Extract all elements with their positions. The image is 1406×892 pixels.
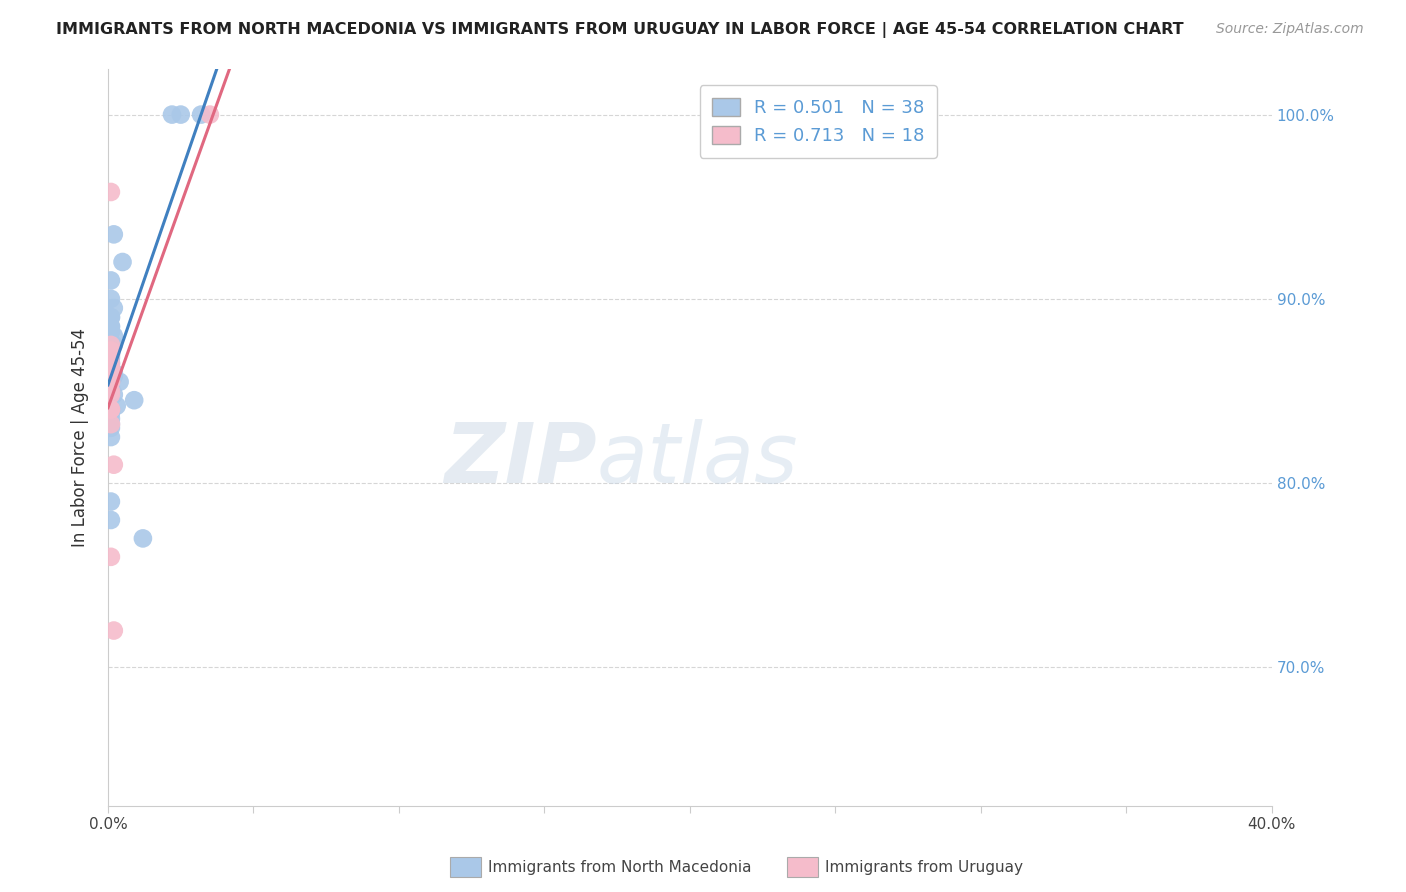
Point	[100, 356, 122, 370]
Point	[198, 107, 221, 121]
Point	[100, 417, 122, 432]
Text: Immigrants from Uruguay: Immigrants from Uruguay	[825, 860, 1024, 874]
Point	[103, 387, 125, 401]
Text: ZIP: ZIP	[444, 418, 596, 500]
Point	[100, 549, 122, 564]
Point	[100, 338, 122, 352]
Text: Immigrants from North Macedonia: Immigrants from North Macedonia	[488, 860, 751, 874]
Point	[100, 384, 122, 398]
Point	[100, 402, 122, 417]
Legend: R = 0.501   N = 38, R = 0.713   N = 18: R = 0.501 N = 38, R = 0.713 N = 18	[700, 85, 936, 158]
Point	[103, 624, 125, 638]
Point	[100, 356, 122, 370]
Point	[100, 375, 122, 389]
Point	[160, 107, 183, 121]
Point	[100, 421, 122, 435]
Point	[100, 319, 122, 334]
Point	[100, 375, 122, 389]
Text: atlas: atlas	[596, 418, 799, 500]
Point	[100, 362, 122, 376]
Point	[100, 347, 122, 361]
Point	[103, 328, 125, 343]
Point	[100, 343, 122, 358]
Point	[100, 325, 122, 339]
Point	[100, 273, 122, 287]
Point	[103, 369, 125, 384]
Point	[132, 532, 155, 546]
Point	[100, 402, 122, 417]
Point	[100, 351, 122, 365]
Point	[111, 255, 134, 269]
Point	[100, 343, 122, 358]
Y-axis label: In Labor Force | Age 45-54: In Labor Force | Age 45-54	[72, 327, 89, 547]
Point	[103, 227, 125, 242]
Point	[100, 417, 122, 432]
Point	[100, 310, 122, 325]
Point	[100, 430, 122, 444]
Point	[100, 319, 122, 334]
Point	[103, 301, 125, 315]
Point	[103, 366, 125, 380]
Point	[100, 338, 122, 352]
Point	[100, 384, 122, 398]
Point	[100, 402, 122, 417]
Point	[100, 406, 122, 420]
Point	[108, 375, 131, 389]
Point	[100, 362, 122, 376]
Point	[100, 347, 122, 361]
Point	[100, 387, 122, 401]
Point	[100, 380, 122, 394]
Point	[105, 399, 128, 413]
Point	[103, 338, 125, 352]
Point	[100, 185, 122, 199]
Point	[100, 494, 122, 508]
Text: IMMIGRANTS FROM NORTH MACEDONIA VS IMMIGRANTS FROM URUGUAY IN LABOR FORCE | AGE : IMMIGRANTS FROM NORTH MACEDONIA VS IMMIG…	[56, 22, 1184, 38]
Point	[100, 310, 122, 325]
Point	[170, 107, 193, 121]
Point	[190, 107, 212, 121]
Point	[100, 513, 122, 527]
Point	[100, 411, 122, 425]
Point	[122, 393, 145, 408]
Point	[100, 292, 122, 306]
Point	[100, 362, 122, 376]
Point	[103, 458, 125, 472]
Text: Source: ZipAtlas.com: Source: ZipAtlas.com	[1216, 22, 1364, 37]
